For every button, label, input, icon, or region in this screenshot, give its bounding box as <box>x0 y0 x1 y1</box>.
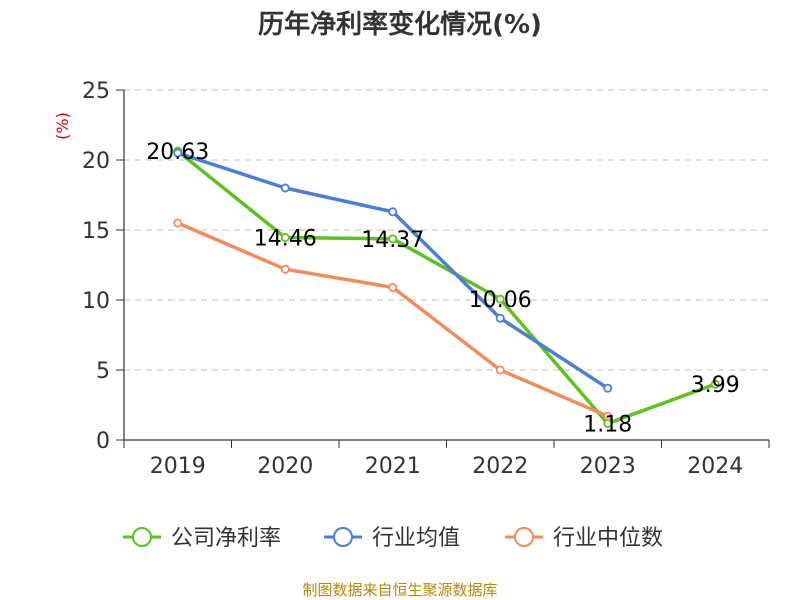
data-point <box>710 379 720 389</box>
y-tick-label: 25 <box>82 79 110 104</box>
data-point <box>495 365 505 375</box>
data-point <box>280 264 290 274</box>
series-group <box>173 148 613 393</box>
data-labels-layer: 20.63 14.46 14.37 10.06 1.18 3.99 <box>146 140 739 437</box>
x-tick-label: 2024 <box>687 454 743 479</box>
x-tick-label: 2020 <box>257 454 313 479</box>
y-tick-label: 10 <box>82 289 110 314</box>
data-label: 1.18 <box>583 412 632 437</box>
x-tick-label: 2021 <box>365 454 421 479</box>
y-tick-label: 0 <box>96 429 110 454</box>
data-point <box>603 383 613 393</box>
legend-label: 行业均值 <box>372 526 460 551</box>
series-layer <box>173 146 720 428</box>
data-point <box>173 218 183 228</box>
legend-item: 行业中位数 <box>505 526 663 551</box>
data-point <box>280 233 290 243</box>
legend-swatch-marker <box>132 527 152 547</box>
data-point <box>388 207 398 217</box>
data-label: 14.46 <box>254 227 317 252</box>
x-tick-label: 2019 <box>150 454 206 479</box>
legend: 公司净利率 行业均值 行业中位数 <box>123 526 663 551</box>
legend-swatch-marker <box>333 527 353 547</box>
data-point <box>388 234 398 244</box>
data-label: 20.63 <box>146 140 209 165</box>
chart-title: 历年净利率变化情况(%) <box>258 9 542 40</box>
legend-item: 行业均值 <box>324 526 460 551</box>
series-line <box>176 149 717 426</box>
data-point <box>495 313 505 323</box>
data-label: 14.37 <box>361 228 424 253</box>
data-label: 3.99 <box>691 373 740 398</box>
legend-swatch-marker <box>514 527 534 547</box>
data-point <box>173 148 183 158</box>
data-point <box>603 411 613 421</box>
legend-label: 行业中位数 <box>553 526 663 551</box>
y-tick-label: 15 <box>82 219 110 244</box>
series-group <box>173 218 613 421</box>
series-group <box>173 146 720 428</box>
grid-lines <box>124 89 769 371</box>
x-tick-label: 2023 <box>580 454 636 479</box>
source-note: 制图数据来自恒生聚源数据库 <box>302 581 497 599</box>
legend-label: 公司净利率 <box>171 526 281 551</box>
axes: 0 5 10 15 20 25 2019 2020 2021 2022 2023 2024 <box>82 79 770 479</box>
data-point <box>280 183 290 193</box>
data-point <box>495 294 505 304</box>
data-point <box>388 282 398 292</box>
x-tick-label: 2022 <box>472 454 528 479</box>
y-tick-label: 20 <box>82 149 110 174</box>
legend-item: 公司净利率 <box>123 526 281 551</box>
series-line <box>176 151 610 390</box>
y-axis-unit-label: (%) <box>53 112 72 140</box>
y-tick-label: 5 <box>96 359 110 384</box>
data-label: 10.06 <box>469 288 532 313</box>
